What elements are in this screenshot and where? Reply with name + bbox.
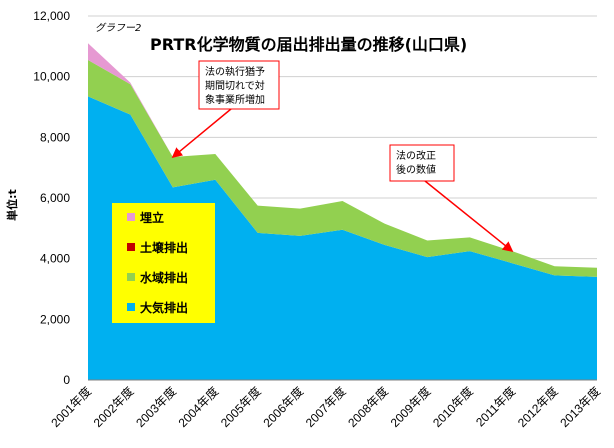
legend-swatch bbox=[127, 273, 135, 281]
x-tick-labels: 2001年度2002年度2003年度2004年度2005年度2006年度2007… bbox=[48, 384, 603, 430]
x-tick-label: 2010年度 bbox=[429, 384, 475, 430]
annotation-box bbox=[389, 144, 455, 182]
x-tick-label: 2002年度 bbox=[90, 384, 136, 430]
annotation-text: 法の改正後の数値 bbox=[396, 149, 436, 176]
annotation-text: 法の執行猶予期間切れで対象事業所増加 bbox=[205, 65, 265, 106]
annotation-arrow bbox=[424, 180, 514, 253]
legend-label: 水域排出 bbox=[140, 270, 188, 285]
area-大気排出 bbox=[88, 96, 597, 381]
y-axis-label: 単位:t bbox=[5, 189, 19, 221]
y-tick-label: 2,000 bbox=[40, 312, 70, 326]
y-tick-label: 0 bbox=[63, 373, 70, 387]
y-tick-label: 4,000 bbox=[40, 252, 70, 266]
x-tick-label: 2008年度 bbox=[345, 384, 391, 430]
legend-label: 大気排出 bbox=[140, 300, 188, 315]
y-tick-label: 8,000 bbox=[40, 130, 70, 144]
annotation-box bbox=[198, 60, 280, 110]
x-tick-label: 2011年度 bbox=[472, 384, 518, 430]
x-tick-label: 2004年度 bbox=[175, 384, 221, 430]
y-tick-label: 12,000 bbox=[33, 9, 70, 23]
area-series bbox=[88, 43, 597, 381]
x-tick-label: 2013年度 bbox=[557, 384, 603, 430]
x-tick-label: 2012年度 bbox=[514, 384, 560, 430]
legend-swatch bbox=[127, 243, 135, 251]
chart-title: PRTR化学物質の届出排出量の推移(山口県) bbox=[150, 35, 467, 54]
x-tick-label: 2007年度 bbox=[302, 384, 348, 430]
x-tick-label: 2001年度 bbox=[48, 384, 94, 430]
y-tick-label: 10,000 bbox=[33, 70, 70, 84]
x-tick-label: 2009年度 bbox=[387, 384, 433, 430]
x-tick-label: 2003年度 bbox=[132, 384, 178, 430]
legend-label: 埋立 bbox=[140, 210, 164, 225]
x-tick-label: 2005年度 bbox=[217, 384, 263, 430]
legend-swatch bbox=[127, 213, 135, 221]
y-tick-label: 6,000 bbox=[40, 191, 70, 205]
area-水域排出 bbox=[88, 60, 597, 277]
chart-subtitle: グラフー2 bbox=[95, 22, 141, 34]
legend-swatch bbox=[127, 303, 135, 311]
x-tick-label: 2006年度 bbox=[260, 384, 306, 430]
legend-label: 土壌排出 bbox=[140, 240, 188, 255]
annotation-arrow bbox=[171, 108, 232, 159]
y-tick-labels: 0 2,000 4,000 6,000 8,000 10,000 12,000 bbox=[33, 9, 70, 387]
